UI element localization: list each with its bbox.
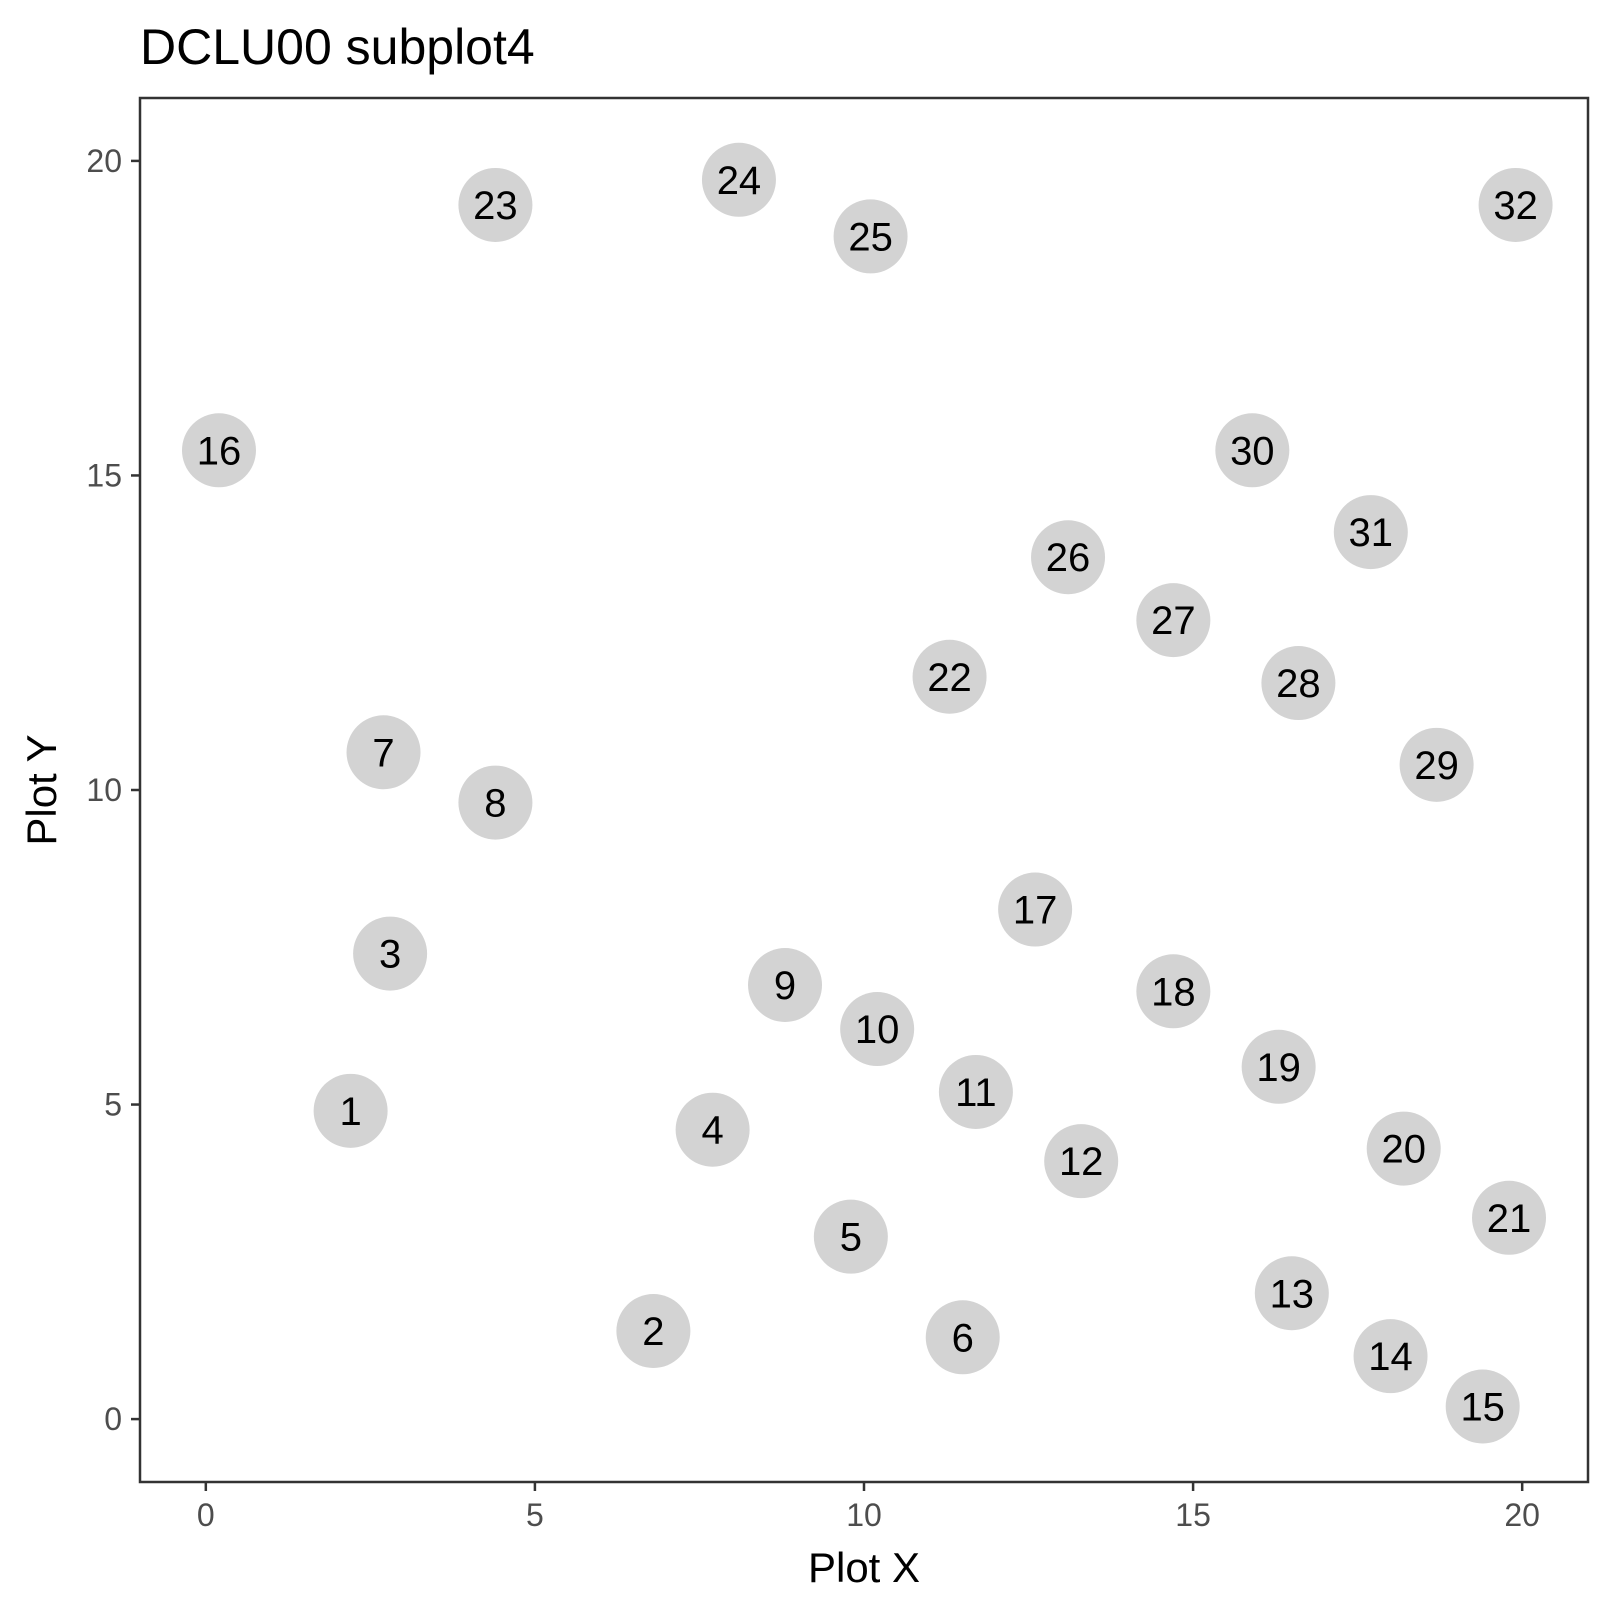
x-tick-label: 10	[846, 1497, 882, 1533]
point-label: 29	[1414, 744, 1459, 788]
point-label: 1	[339, 1090, 361, 1134]
x-axis-label: Plot X	[808, 1544, 920, 1591]
point-marker	[458, 765, 533, 840]
point-marker	[675, 1092, 750, 1167]
point-marker	[346, 715, 421, 790]
y-tick-label: 20	[86, 143, 122, 179]
point-marker	[458, 167, 533, 242]
point-marker	[353, 916, 428, 991]
point-marker	[1478, 167, 1553, 242]
point-label: 27	[1151, 599, 1196, 643]
point-label: 24	[717, 159, 762, 203]
point-marker	[1044, 1124, 1119, 1199]
x-tick-label: 5	[526, 1497, 544, 1533]
point-marker	[1136, 583, 1211, 658]
y-tick-label: 15	[86, 457, 122, 493]
point-marker	[313, 1073, 388, 1148]
point-label: 17	[1013, 889, 1058, 933]
y-tick-label: 5	[104, 1087, 122, 1123]
point-label: 18	[1151, 970, 1196, 1014]
x-axis: 0 5 10 15 20	[197, 1482, 1540, 1533]
point-marker	[1472, 1180, 1547, 1255]
y-tick-label: 10	[86, 772, 122, 808]
point-label: 6	[952, 1316, 974, 1360]
point-label: 10	[855, 1008, 900, 1052]
point-label: 7	[372, 731, 394, 775]
point-label: 8	[484, 782, 506, 826]
point-marker	[1254, 1256, 1329, 1331]
point-marker	[1333, 495, 1408, 570]
point-marker	[1031, 520, 1106, 595]
point-marker	[1399, 727, 1474, 802]
point-label: 28	[1276, 662, 1321, 706]
point-label: 21	[1487, 1197, 1532, 1241]
point-marker	[181, 413, 256, 488]
point-marker	[1215, 413, 1290, 488]
point-marker	[1261, 646, 1336, 721]
y-axis: 0 5 10 15 20	[86, 143, 140, 1437]
point-marker	[616, 1294, 691, 1369]
point-label: 30	[1230, 429, 1275, 473]
point-label: 11	[955, 1071, 997, 1115]
chart-title: DCLU00 subplot4	[140, 19, 535, 75]
point-marker	[925, 1300, 1000, 1375]
point-label: 20	[1381, 1128, 1426, 1172]
point-label: 22	[927, 656, 972, 700]
y-axis-label: Plot Y	[18, 734, 65, 845]
point-label: 9	[774, 964, 796, 1008]
point-marker	[912, 639, 987, 714]
y-tick-label: 0	[104, 1401, 122, 1437]
point-marker	[833, 199, 908, 274]
point-marker	[1366, 1111, 1441, 1186]
point-label: 4	[701, 1109, 723, 1153]
x-tick-label: 0	[197, 1497, 215, 1533]
point-label: 16	[197, 429, 242, 473]
point-marker	[1353, 1319, 1428, 1394]
point-marker	[1241, 1029, 1316, 1104]
point-label: 15	[1460, 1386, 1505, 1430]
point-marker	[813, 1199, 888, 1274]
point-marker	[1136, 954, 1211, 1029]
point-label: 2	[642, 1310, 664, 1354]
plot-panel	[138, 96, 1590, 1484]
point-label: 5	[840, 1216, 862, 1260]
x-tick-label: 20	[1504, 1497, 1540, 1533]
point-layer: 1234567891011121314151617181920212223242…	[181, 142, 1553, 1444]
point-label: 32	[1493, 184, 1538, 228]
point-marker	[938, 1054, 1013, 1129]
point-marker	[998, 872, 1073, 947]
point-label: 3	[379, 933, 401, 977]
point-label: 19	[1256, 1046, 1301, 1090]
point-label: 25	[848, 215, 893, 259]
point-label: 14	[1368, 1335, 1413, 1379]
point-label: 23	[473, 184, 518, 228]
point-label: 13	[1270, 1272, 1315, 1316]
point-marker	[1445, 1369, 1520, 1444]
point-marker	[748, 948, 823, 1023]
x-tick-label: 15	[1175, 1497, 1211, 1533]
point-label: 31	[1349, 511, 1394, 555]
point-marker	[701, 142, 776, 217]
point-marker	[840, 992, 915, 1067]
point-label: 26	[1046, 536, 1091, 580]
point-label: 12	[1059, 1140, 1104, 1184]
